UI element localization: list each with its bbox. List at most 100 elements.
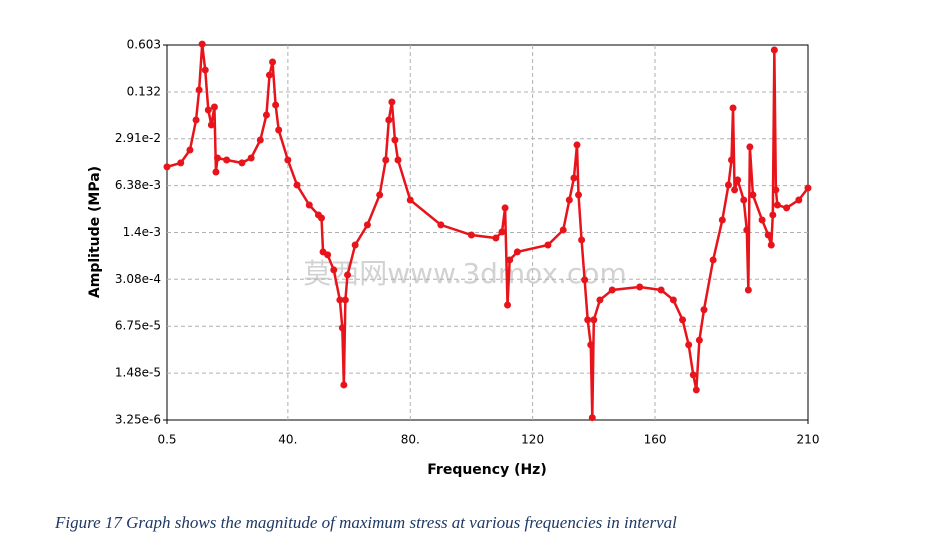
data-point bbox=[376, 191, 384, 199]
data-point bbox=[192, 116, 200, 124]
data-point bbox=[269, 58, 277, 66]
data-point bbox=[284, 156, 292, 164]
data-point bbox=[492, 234, 500, 242]
data-point bbox=[584, 316, 592, 324]
data-point bbox=[689, 371, 697, 379]
data-point bbox=[596, 296, 604, 304]
series-line bbox=[166, 43, 809, 418]
caption: Figure 17 Graph shows the magnitude of m… bbox=[54, 513, 677, 532]
data-point bbox=[201, 66, 209, 74]
data-point bbox=[210, 103, 218, 111]
data-point bbox=[247, 154, 255, 162]
data-point bbox=[734, 176, 742, 184]
data-point bbox=[195, 86, 203, 94]
data-point bbox=[679, 316, 687, 324]
data-point bbox=[565, 196, 573, 204]
data-point bbox=[749, 191, 757, 199]
y-tick-label: 0.132 bbox=[127, 84, 161, 98]
data-point bbox=[238, 159, 246, 167]
data-point bbox=[700, 306, 708, 314]
y-axis-label: Amplitude (MPa) bbox=[87, 166, 103, 298]
data-point bbox=[570, 174, 578, 182]
data-point bbox=[256, 136, 264, 144]
data-point bbox=[223, 156, 231, 164]
x-tick-label: 40. bbox=[278, 433, 297, 447]
data-point bbox=[724, 181, 732, 189]
data-point bbox=[198, 40, 206, 48]
data-point bbox=[504, 301, 512, 309]
x-tick-label: 160 bbox=[644, 433, 667, 447]
data-point bbox=[394, 156, 402, 164]
x-tick-label: 210 bbox=[797, 433, 820, 447]
data-point bbox=[740, 196, 748, 204]
data-point bbox=[758, 216, 766, 224]
data-point bbox=[262, 111, 270, 119]
data-point bbox=[773, 201, 781, 209]
data-point bbox=[729, 104, 737, 112]
data-point bbox=[743, 226, 751, 234]
y-tick-label: 2.91e-2 bbox=[115, 131, 161, 145]
data-point bbox=[293, 181, 301, 189]
data-point bbox=[718, 216, 726, 224]
plot-frame bbox=[166, 44, 809, 421]
data-point bbox=[581, 276, 589, 284]
data-point bbox=[324, 251, 332, 259]
data-point bbox=[338, 324, 346, 332]
y-tick-label: 0.603 bbox=[127, 38, 161, 52]
y-tick-label: 1.4e-3 bbox=[123, 225, 161, 239]
x-axis-label: Frequency (Hz) bbox=[427, 462, 546, 478]
data-point bbox=[272, 101, 280, 109]
data-point bbox=[501, 204, 509, 212]
data-point bbox=[587, 341, 595, 349]
data-point bbox=[498, 228, 506, 236]
x-tick-label: 120 bbox=[521, 433, 544, 447]
data-point bbox=[795, 196, 803, 204]
data-point bbox=[336, 296, 344, 304]
data-point bbox=[385, 116, 393, 124]
data-point bbox=[207, 121, 215, 129]
y-tick-label: 6.38e-3 bbox=[115, 178, 161, 192]
data-point bbox=[731, 186, 739, 194]
data-point bbox=[318, 214, 326, 222]
data-point bbox=[770, 46, 778, 54]
data-point bbox=[204, 106, 212, 114]
data-point bbox=[467, 231, 475, 239]
data-point bbox=[588, 414, 596, 422]
data-point bbox=[382, 156, 390, 164]
y-tick-label: 3.08e-4 bbox=[115, 272, 161, 286]
data-point bbox=[709, 256, 717, 264]
data-point bbox=[685, 341, 693, 349]
data-point bbox=[212, 168, 220, 176]
data-point bbox=[363, 221, 371, 229]
data-point bbox=[695, 336, 703, 344]
data-point bbox=[746, 143, 754, 151]
data-point bbox=[406, 196, 414, 204]
y-tick-label: 1.48e-5 bbox=[115, 366, 161, 380]
watermark: 莫西网www.3dmox.com bbox=[303, 257, 626, 290]
data-point bbox=[344, 271, 352, 279]
data-point bbox=[391, 136, 399, 144]
data-point bbox=[437, 221, 445, 229]
data-point bbox=[636, 283, 644, 291]
data-point bbox=[573, 141, 581, 149]
data-point bbox=[186, 146, 194, 154]
data-point bbox=[578, 236, 586, 244]
data-point bbox=[305, 201, 313, 209]
data-point bbox=[177, 159, 185, 167]
data-point bbox=[692, 386, 700, 394]
data-point bbox=[275, 126, 283, 134]
data-point bbox=[506, 256, 514, 264]
data-point bbox=[769, 211, 777, 219]
y-tick-label: 3.25e-6 bbox=[115, 413, 161, 427]
data-point bbox=[744, 286, 752, 294]
data-point bbox=[575, 191, 583, 199]
data-point bbox=[764, 231, 772, 239]
data-point bbox=[559, 226, 567, 234]
data-point bbox=[772, 186, 780, 194]
data-point bbox=[783, 204, 791, 212]
data-point bbox=[340, 381, 348, 389]
x-tick-label: 80. bbox=[401, 433, 420, 447]
data-point bbox=[163, 163, 171, 171]
data-point bbox=[265, 71, 273, 79]
